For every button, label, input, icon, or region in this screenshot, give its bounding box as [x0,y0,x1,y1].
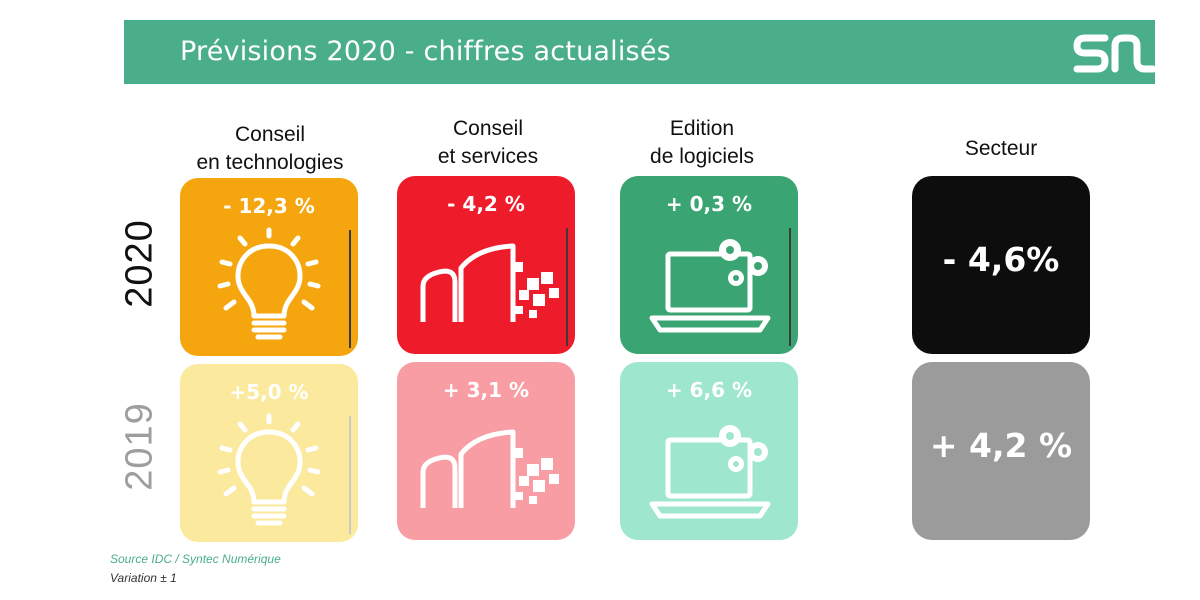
column-header-secteur: Secteur [964,137,1038,160]
tile-2020-edition-logiciels: + 0,3 % [620,176,798,354]
sector-tile-2019: + 4,2 % [912,362,1090,540]
tile-value: - 4,2 % [447,192,525,216]
divider [566,228,568,346]
column-header-edition-logiciels: Edition de logiciels [650,117,754,168]
tile-2019-conseil-technologies: +5,0 % [180,364,358,542]
tile-2020-conseil-services: - 4,2 % [397,176,575,354]
divider [349,230,351,348]
sector-tile-2020: - 4,6% [912,176,1090,354]
laptop-gears-icon [649,239,771,333]
year-label-2019: 2019 [118,402,161,491]
divider [789,228,791,346]
year-label-2020: 2020 [118,219,161,308]
divider [349,416,351,534]
tile-value: - 12,3 % [223,194,315,218]
tile-value: +5,0 % [229,380,309,404]
lightbulb-icon [217,227,321,340]
buildings-icon [420,429,559,508]
lightbulb-icon [217,413,321,526]
tile-value: + 6,6 % [665,378,753,402]
header-banner: Prévisions 2020 - chiffres actualisés [124,20,1155,84]
variation-note: Variation ± 1 [110,571,177,585]
syntec-logo-icon [1073,34,1155,73]
source-note: Source IDC / Syntec Numérique [110,552,281,566]
tile-value: + 3,1 % [442,378,530,402]
tile-2019-conseil-services: + 3,1 % [397,362,575,540]
column-header-conseil-technologies: Conseil en technologies [196,123,344,174]
buildings-icon [420,243,559,322]
tile-2019-edition-logiciels: + 6,6 % [620,362,798,540]
page-title: Prévisions 2020 - chiffres actualisés [180,36,671,67]
sector-value-2019: + 4,2 % [929,426,1073,465]
tile-2020-conseil-technologies: - 12,3 % [180,178,358,356]
tile-value: + 0,3 % [665,192,753,216]
laptop-gears-icon [649,425,771,519]
column-header-conseil-services: Conseil et services [437,117,539,168]
sector-value-2020: - 4,6% [942,240,1060,279]
